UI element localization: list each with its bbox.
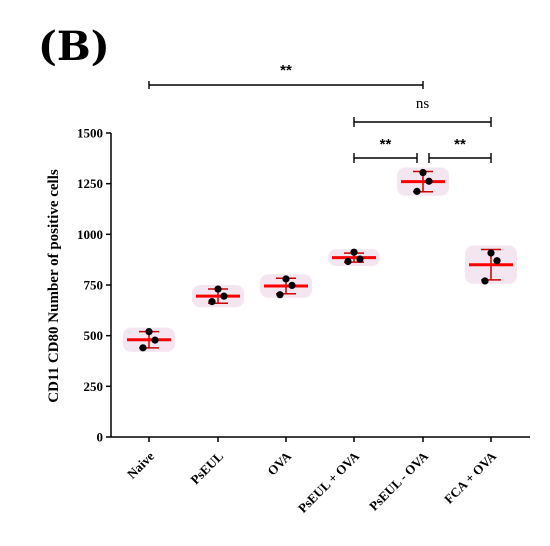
data-point — [481, 277, 489, 285]
x-tick-label: Naive — [124, 448, 157, 481]
data-point — [288, 281, 296, 290]
significance-label: ** — [380, 136, 392, 153]
significance-label: ** — [454, 136, 466, 153]
data-point — [344, 257, 352, 266]
significance-label: ** — [280, 62, 292, 79]
data-point — [487, 249, 495, 257]
significance-bracket — [428, 153, 492, 163]
x-tick-label: FCA + OVA — [441, 448, 500, 507]
data-point — [145, 328, 153, 336]
panel-label: (B) — [38, 23, 110, 70]
data-point — [282, 275, 290, 283]
x-tick-label: OVA — [264, 448, 294, 478]
x-tick-label: PsEUL — [187, 448, 226, 487]
y-tick-label: 500 — [84, 328, 104, 343]
y-axis-title: CD11 CD80 Number of positive cells — [46, 169, 62, 403]
data-point — [220, 292, 228, 300]
y-tick-label: 1000 — [77, 227, 103, 242]
y-tick-label: 1250 — [77, 176, 103, 191]
data-point — [208, 298, 216, 306]
data-point — [413, 187, 421, 195]
x-tick-label: PsEUL - OVA — [366, 448, 432, 514]
significance-bracket — [148, 81, 424, 89]
data-point — [350, 248, 358, 256]
data-point — [139, 344, 147, 352]
data-point — [276, 291, 284, 299]
data-point — [425, 177, 433, 185]
data-point — [214, 285, 222, 293]
data-point — [419, 168, 427, 177]
significance-bracket — [353, 117, 492, 127]
data-point — [493, 257, 501, 265]
data-point — [151, 336, 159, 344]
y-tick-label: 750 — [84, 278, 104, 293]
significance-bracket — [353, 153, 418, 163]
x-tick-label: PsEUL + OVA — [295, 448, 363, 516]
y-tick-label: 1500 — [77, 126, 103, 141]
y-tick-label: 250 — [84, 379, 104, 394]
y-tick-label: 0 — [97, 430, 104, 445]
data-point — [356, 255, 364, 263]
significance-label-ns: ns — [416, 96, 430, 112]
